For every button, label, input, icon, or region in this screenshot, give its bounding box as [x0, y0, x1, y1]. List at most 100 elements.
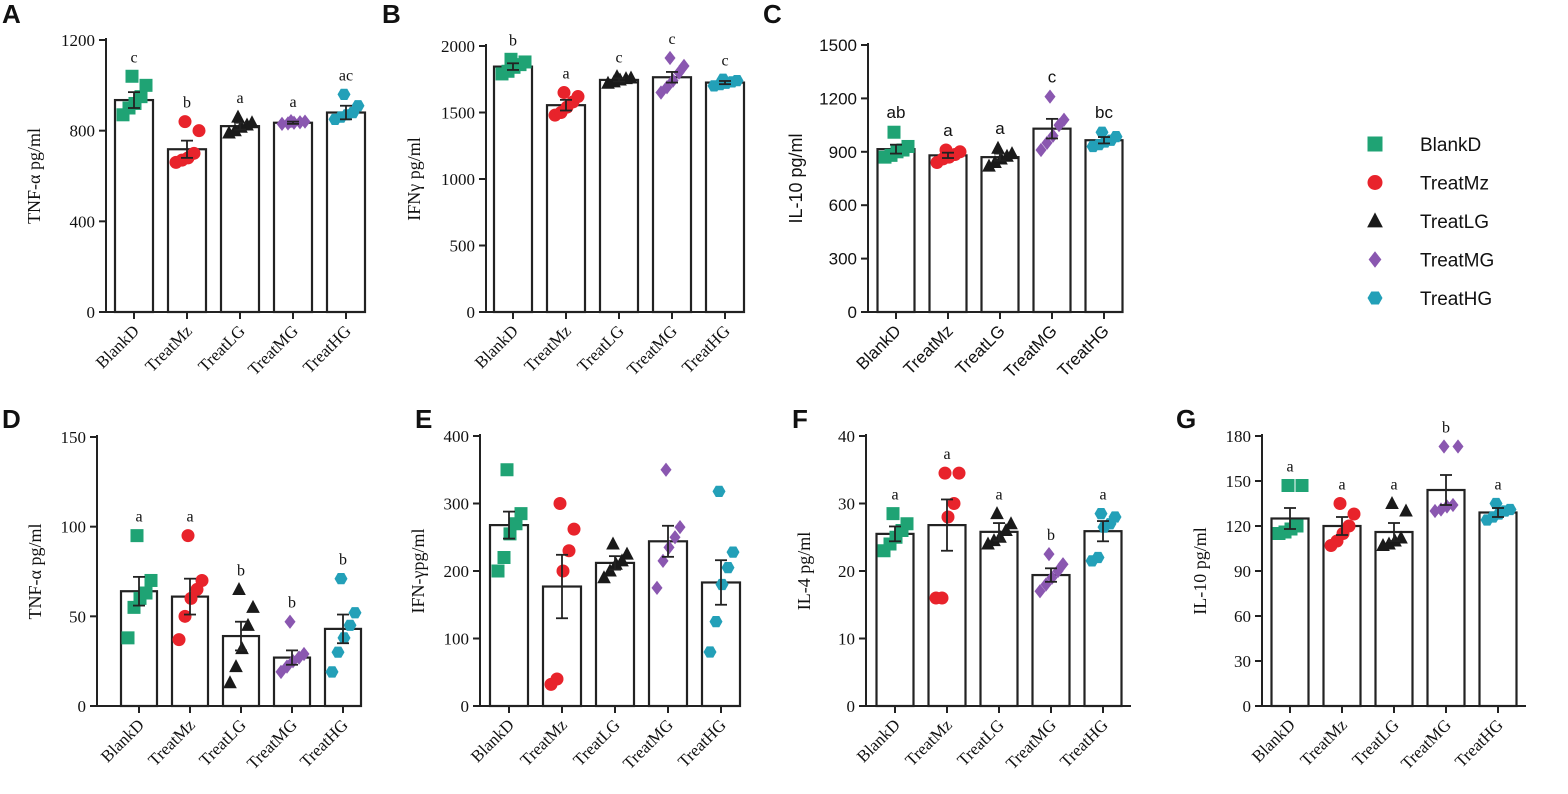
data-point	[730, 75, 744, 87]
data-point	[172, 633, 186, 647]
significance-letter: b	[509, 32, 517, 49]
data-point	[284, 614, 296, 629]
x-tick-label: TreatLG	[952, 321, 1009, 378]
data-point	[223, 675, 237, 689]
y-tick-label: 0	[847, 697, 856, 716]
bar	[1032, 127, 1072, 314]
data-point	[351, 100, 365, 112]
y-tick-label: 0	[467, 303, 476, 322]
panel-label: D	[2, 404, 21, 434]
data-point	[1095, 126, 1109, 138]
data-point	[726, 546, 740, 558]
significance-letter: ab	[887, 103, 906, 122]
legend-marker	[1367, 212, 1383, 228]
bar	[598, 78, 640, 314]
y-tick-label: 100	[444, 630, 470, 649]
data-point	[1281, 479, 1295, 492]
data-point	[712, 485, 726, 497]
data-point	[1333, 497, 1347, 510]
legend: BlankD TreatMz TreatLG TreatMG TreatHG	[1367, 135, 1494, 310]
data-point	[999, 523, 1013, 537]
data-point	[941, 510, 955, 524]
data-point	[337, 88, 351, 100]
y-axis-title: IFN-γpg/ml	[408, 529, 428, 614]
y-tick-label: 1000	[441, 170, 475, 189]
x-tick-label: TreatHG	[1056, 715, 1112, 771]
y-tick-label: 1500	[819, 36, 857, 55]
data-point	[1108, 511, 1122, 523]
significance-letter: a	[186, 509, 193, 526]
y-tick-label: 90	[1234, 562, 1251, 581]
y-tick-label: 500	[450, 237, 476, 256]
data-point	[294, 115, 306, 130]
data-point	[606, 536, 620, 550]
legend-label: TreatHG	[1420, 289, 1492, 310]
significance-letter: c	[615, 50, 622, 67]
data-point	[1399, 503, 1413, 517]
bar	[594, 561, 636, 708]
x-tick-label: TreatMz	[520, 321, 575, 376]
x-tick-label: TreatLG	[195, 715, 249, 769]
data-point	[1058, 112, 1070, 127]
x-tick-label: TreatHG	[678, 321, 734, 377]
data-point	[134, 90, 148, 104]
data-point	[241, 617, 255, 631]
bar	[1426, 488, 1466, 708]
data-point	[900, 517, 914, 531]
x-tick-label: BlankD	[92, 321, 143, 372]
significance-letter: b	[1442, 420, 1450, 437]
data-point	[503, 527, 517, 541]
x-tick-label: BlankD	[853, 715, 904, 766]
x-tick-label: TreatMG	[1000, 321, 1060, 381]
data-point	[620, 546, 634, 560]
data-point	[125, 69, 139, 83]
data-point	[952, 466, 966, 480]
data-point	[1385, 496, 1399, 510]
significance-letter: c	[721, 52, 728, 69]
data-point	[343, 619, 357, 631]
significance-letter: a	[1286, 459, 1293, 476]
data-point	[229, 659, 243, 673]
bar	[492, 65, 534, 314]
y-tick-label: 30	[1234, 652, 1251, 671]
data-point	[130, 529, 144, 543]
significance-letter: b	[237, 562, 245, 579]
bar	[1270, 517, 1310, 708]
data-point	[1489, 497, 1503, 510]
significance-letter: a	[236, 90, 243, 107]
significance-letter: a	[1494, 477, 1501, 494]
data-point	[669, 530, 681, 545]
data-point	[276, 116, 288, 132]
y-tick-label: 100	[61, 518, 87, 537]
data-point	[139, 78, 153, 92]
data-point	[1295, 479, 1309, 492]
x-tick-label: TreatLG	[569, 715, 623, 769]
significance-letter: c	[668, 31, 675, 48]
data-point	[497, 551, 511, 564]
data-point	[1503, 503, 1517, 516]
data-point	[1004, 516, 1018, 530]
y-tick-label: 60	[1234, 607, 1251, 626]
significance-letter: b	[1047, 527, 1055, 544]
bar	[979, 530, 1019, 708]
data-point	[1044, 89, 1056, 104]
bar	[651, 76, 693, 314]
panel-label: G	[1176, 404, 1196, 434]
data-point	[275, 664, 287, 680]
data-point	[663, 540, 675, 555]
data-point	[1035, 142, 1047, 158]
y-axis-title: TNF-α pg/ml	[25, 524, 45, 620]
data-point	[709, 616, 723, 628]
bar	[325, 111, 367, 314]
significance-letter: a	[891, 487, 898, 504]
y-tick-label: 150	[1226, 472, 1252, 491]
bar	[1374, 530, 1414, 708]
x-tick-label: TreatLG	[194, 321, 248, 375]
data-point	[348, 607, 362, 619]
bar	[1322, 524, 1362, 708]
data-point	[298, 646, 310, 662]
significance-letter: b	[183, 95, 191, 112]
significance-letter: a	[135, 509, 142, 526]
x-tick-label: TreatMG	[1002, 715, 1060, 773]
